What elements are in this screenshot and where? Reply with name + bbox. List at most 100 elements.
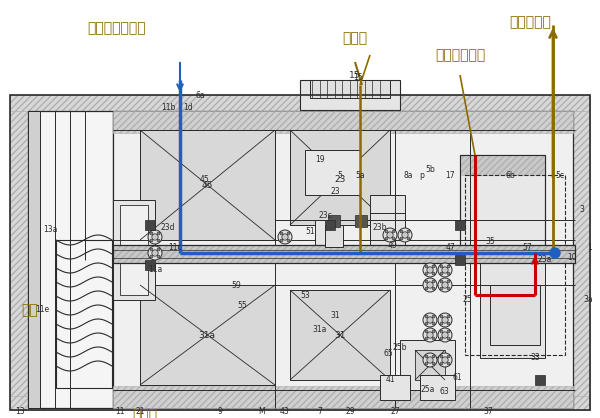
Text: 25a: 25a [421, 385, 435, 395]
Text: 1d: 1d [183, 104, 193, 112]
Text: 11b: 11b [161, 104, 175, 112]
Circle shape [432, 287, 435, 290]
Circle shape [447, 322, 450, 325]
Circle shape [550, 248, 560, 258]
Text: 25b: 25b [393, 344, 407, 352]
Circle shape [440, 330, 443, 333]
Text: 11c: 11c [168, 244, 182, 252]
Text: 63: 63 [439, 387, 449, 397]
Circle shape [440, 362, 443, 365]
Text: 45: 45 [202, 181, 212, 189]
Bar [370, 195, 405, 213]
Circle shape [432, 330, 435, 333]
Text: 低温氢气流入口: 低温氢气流入口 [88, 21, 146, 35]
Text: 7: 7 [317, 408, 322, 416]
Circle shape [150, 232, 153, 235]
Bar [572, 95, 590, 410]
Circle shape [427, 317, 433, 323]
Circle shape [280, 239, 283, 242]
Bar [310, 80, 390, 98]
Text: 3: 3 [580, 206, 584, 214]
Circle shape [425, 322, 428, 325]
Circle shape [148, 230, 162, 244]
Bar [10, 95, 28, 410]
Text: 25: 25 [462, 296, 472, 304]
Text: 19: 19 [315, 155, 325, 165]
Bar [28, 111, 113, 408]
Circle shape [447, 265, 450, 268]
Text: 23: 23 [330, 188, 340, 196]
Circle shape [392, 230, 395, 233]
Circle shape [423, 263, 437, 277]
Circle shape [425, 272, 428, 275]
Text: 59: 59 [231, 280, 241, 290]
Text: 3a: 3a [583, 296, 593, 304]
Circle shape [402, 232, 408, 238]
Bar [28, 111, 40, 408]
Circle shape [425, 362, 428, 365]
Circle shape [157, 239, 160, 242]
Circle shape [442, 357, 448, 363]
Bar [113, 386, 573, 408]
Circle shape [400, 237, 403, 240]
Bar [10, 95, 590, 111]
Text: 65: 65 [383, 349, 393, 357]
Circle shape [438, 353, 452, 367]
Circle shape [427, 357, 433, 363]
Circle shape [152, 234, 158, 240]
Text: 41: 41 [385, 375, 395, 385]
Bar [480, 258, 545, 358]
Text: 23a: 23a [538, 255, 552, 265]
Bar [328, 215, 340, 227]
Circle shape [425, 280, 428, 283]
Circle shape [438, 328, 452, 342]
Circle shape [425, 337, 428, 340]
Text: 45: 45 [200, 176, 210, 184]
Circle shape [398, 228, 412, 242]
Bar [290, 130, 390, 225]
Circle shape [287, 232, 290, 235]
Circle shape [438, 263, 452, 277]
Bar [305, 150, 360, 195]
Text: 27: 27 [390, 408, 400, 416]
Text: 43: 43 [280, 408, 290, 416]
Text: 5b: 5b [425, 166, 435, 174]
Circle shape [440, 287, 443, 290]
Text: 31: 31 [330, 311, 340, 319]
Bar [113, 245, 575, 263]
Text: 中空轴: 中空轴 [343, 31, 368, 45]
Circle shape [423, 328, 437, 342]
Circle shape [427, 332, 433, 338]
Circle shape [447, 280, 450, 283]
Bar [460, 155, 545, 250]
Circle shape [432, 322, 435, 325]
Circle shape [425, 330, 428, 333]
Text: 翅片: 翅片 [22, 303, 38, 317]
Circle shape [282, 234, 288, 240]
Circle shape [385, 237, 388, 240]
Bar [113, 200, 155, 300]
Circle shape [150, 255, 153, 258]
Circle shape [157, 255, 160, 258]
Text: 61: 61 [452, 374, 462, 382]
Text: 23b: 23b [373, 224, 387, 232]
Circle shape [447, 330, 450, 333]
Circle shape [447, 362, 450, 365]
Bar [465, 175, 565, 355]
Bar [145, 260, 155, 270]
Bar [56, 240, 112, 388]
Bar [120, 205, 148, 295]
Circle shape [440, 265, 443, 268]
Circle shape [407, 230, 410, 233]
Text: 31: 31 [334, 331, 346, 339]
Bar [420, 375, 455, 400]
Circle shape [438, 278, 452, 292]
Bar [300, 80, 400, 110]
Text: 23: 23 [334, 176, 346, 184]
Text: 氢气循环通路: 氢气循环通路 [435, 48, 485, 62]
Bar [145, 220, 155, 230]
Bar [460, 155, 545, 250]
Circle shape [152, 250, 158, 256]
Circle shape [427, 282, 433, 288]
Text: 55: 55 [237, 301, 247, 309]
